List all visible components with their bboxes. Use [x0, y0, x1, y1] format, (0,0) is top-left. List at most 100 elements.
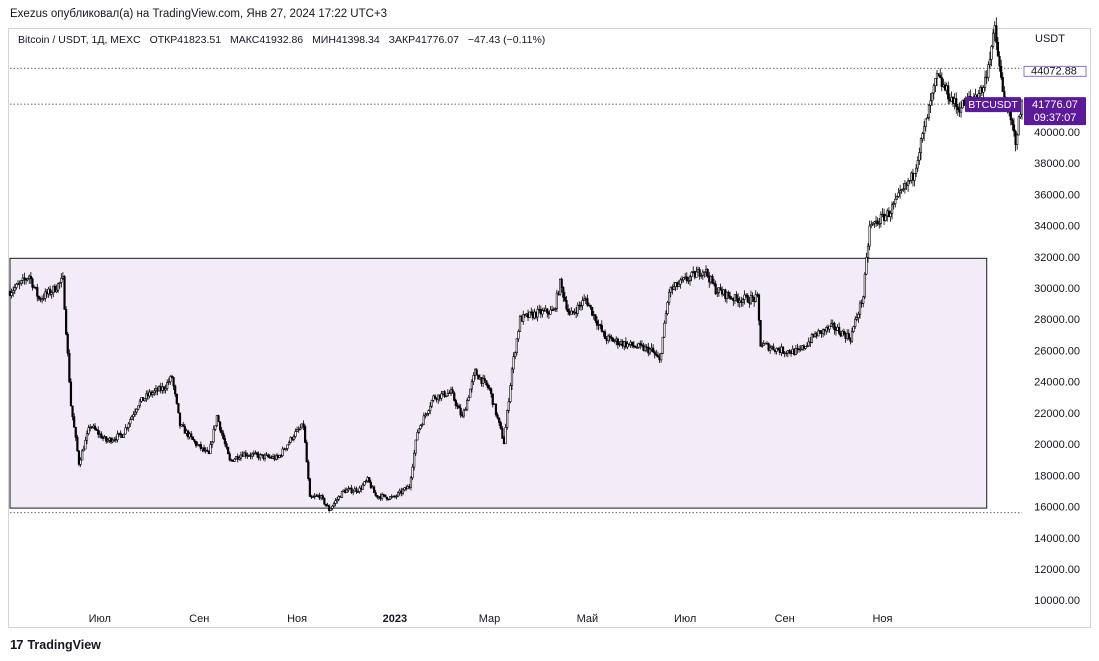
candle-body	[491, 393, 494, 405]
candle-body	[287, 442, 291, 446]
candle-body	[389, 496, 392, 500]
candle-body	[865, 257, 868, 275]
candle-body	[138, 400, 142, 407]
candle-body	[560, 278, 563, 288]
candle-body	[430, 399, 433, 407]
candle-body	[982, 87, 985, 93]
candle-body	[690, 271, 693, 277]
candle-body	[401, 489, 405, 494]
candle-body	[145, 393, 148, 400]
candle-body	[1016, 134, 1019, 146]
candle-body	[663, 322, 666, 338]
candle-body	[202, 447, 206, 452]
candle-body	[85, 433, 89, 441]
candle-body	[464, 409, 467, 411]
candle-body	[212, 428, 215, 443]
candle-body	[639, 343, 642, 345]
ticker-tag	[965, 97, 1021, 113]
candle-body	[501, 428, 504, 439]
candle-body	[992, 32, 995, 47]
candle-body	[746, 295, 749, 303]
candle-body	[397, 492, 400, 497]
x-tick-label: Мар	[479, 613, 501, 625]
candle-body	[303, 426, 307, 443]
candle-body	[878, 223, 881, 225]
candle-body	[66, 333, 69, 354]
candle-body	[178, 412, 182, 427]
candle-body	[1020, 100, 1024, 115]
candle-body	[769, 347, 772, 351]
candle-body	[251, 453, 254, 457]
candle-body	[454, 400, 457, 406]
x-tick-label: 2023	[383, 613, 407, 625]
candle-body	[807, 341, 810, 347]
tradingview-footer[interactable]: 17 TradingView	[10, 637, 101, 652]
candle-body	[810, 334, 814, 343]
candle-body	[626, 343, 629, 348]
candle-body	[759, 320, 762, 347]
candle-body	[850, 331, 854, 342]
candle-body	[854, 318, 857, 327]
legend-change: −47.43 (−0.11%)	[467, 34, 546, 46]
candle-body	[913, 173, 916, 181]
candle-body	[828, 325, 831, 330]
candle-body	[1000, 65, 1003, 78]
candle-body	[688, 276, 692, 281]
candle-body	[238, 457, 241, 460]
footer-brand: TradingView	[27, 637, 101, 652]
candle-body	[469, 388, 472, 398]
candle-body	[923, 126, 926, 134]
candle-body	[635, 347, 639, 349]
candle-body	[926, 117, 929, 120]
y-tick-label: 38000.00	[1034, 158, 1080, 170]
candle-body	[644, 346, 647, 351]
y-tick-label: 36000.00	[1034, 189, 1080, 201]
candle-body	[286, 444, 289, 449]
candle-body	[988, 59, 992, 66]
candle-body	[884, 215, 887, 221]
x-tick-label: Май	[577, 613, 599, 625]
candle-body	[440, 393, 443, 399]
candle-body	[1009, 111, 1012, 121]
y-tick-label: 32000.00	[1034, 252, 1080, 264]
candle-body	[490, 388, 493, 395]
candle-body	[682, 277, 685, 280]
candle-body	[220, 429, 223, 434]
candle-body	[445, 395, 448, 398]
legend-symbol[interactable]: Bitcoin / USDT, 1Д, MEXC	[18, 34, 141, 46]
candle-body	[363, 481, 366, 486]
candle-body	[847, 333, 850, 339]
candle-body	[727, 291, 730, 297]
candle-body	[331, 505, 334, 509]
candle-body	[498, 417, 501, 423]
candle-body	[939, 75, 942, 78]
candle-body	[494, 403, 498, 416]
candle-body	[356, 491, 360, 493]
candle-body	[565, 300, 568, 310]
candle-body	[135, 408, 138, 413]
candle-body	[594, 314, 597, 322]
candle-body	[669, 286, 672, 293]
candle-body	[483, 378, 486, 381]
candle-body	[190, 433, 193, 438]
candle-body	[695, 271, 698, 278]
candle-body	[132, 414, 135, 417]
candle-body	[729, 295, 732, 299]
candle-body	[631, 341, 634, 347]
candle-body	[23, 277, 26, 280]
candle-body	[255, 452, 259, 455]
candle-body	[374, 492, 377, 496]
candle-body	[424, 414, 427, 417]
legend-low: МИН41398.34	[312, 34, 380, 46]
candle-body	[549, 309, 552, 315]
candle-body	[443, 391, 446, 397]
candle-body	[446, 393, 449, 397]
candle-body	[228, 453, 231, 461]
candle-body	[20, 280, 23, 284]
candle-body	[413, 452, 416, 468]
candle-body	[151, 392, 154, 395]
chart-frame	[8, 28, 1091, 628]
x-tick-label: Ноя	[872, 613, 892, 625]
candle-body	[506, 410, 509, 428]
